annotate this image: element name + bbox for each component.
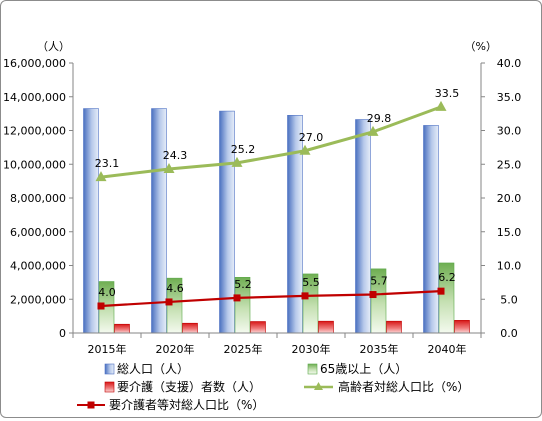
x-tick-label: 2015年 <box>88 342 127 356</box>
data-label-care-ratio: 4.0 <box>98 286 116 299</box>
right-tick-label: 25.0 <box>497 158 522 171</box>
bar-care-recipients <box>182 322 198 334</box>
legend-label-care-recipients: 要介護（支援）者数（人） <box>117 379 261 394</box>
legend-label-elderly-ratio: 高齢者対総人口比（%） <box>338 379 469 394</box>
data-label-care-ratio: 4.6 <box>166 282 184 295</box>
left-tick-label: 6,000,000 <box>10 226 66 239</box>
right-tick-label: 30.0 <box>497 125 522 138</box>
axes <box>69 62 485 338</box>
right-tick-label: 5.0 <box>500 293 518 306</box>
right-tick-label: 15.0 <box>497 226 522 239</box>
line-elderly-ratio <box>100 105 442 179</box>
bar-care-recipients <box>454 320 470 334</box>
point-care-ratio <box>301 292 309 300</box>
series-aged-65-plus <box>98 262 455 334</box>
data-label-elderly-ratio: 25.2 <box>231 143 256 156</box>
data-labels: 23.1 24.3 25.2 27.0 29.8 33.5 4.0 4.6 5.2 5.5 5.7 6… <box>95 87 460 299</box>
point-care-ratio <box>165 298 173 306</box>
x-tick-label: 2030年 <box>292 342 331 356</box>
left-axis-ticks: 0 2,000,000 4,000,000 6,000,000 8,000,000 10,… <box>3 57 66 340</box>
legend-swatch-total-population <box>104 363 115 375</box>
left-tick-label: 8,000,000 <box>10 192 66 205</box>
line-care-ratio <box>100 290 442 308</box>
legend-label-total-population: 総人口（人） <box>117 362 189 376</box>
left-tick-label: 0 <box>59 327 66 340</box>
legend-marker-care-ratio <box>87 401 95 409</box>
legend-label-aged-65-plus: 65歳以上（人） <box>320 362 407 376</box>
data-label-elderly-ratio: 29.8 <box>367 112 392 125</box>
legend-marker-elderly-ratio <box>314 382 323 390</box>
point-elderly-ratio <box>231 156 243 167</box>
x-tick-label: 2020年 <box>156 342 195 356</box>
point-care-ratio <box>233 294 241 302</box>
data-label-elderly-ratio: 23.1 <box>95 157 120 170</box>
left-tick-label: 12,000,000 <box>3 125 66 138</box>
point-care-ratio <box>97 302 105 310</box>
point-elderly-ratio <box>163 162 175 173</box>
point-care-ratio <box>437 287 445 295</box>
right-tick-label: 35.0 <box>497 91 522 104</box>
legend-item-care-recipients: 要介護（支援）者数（人） <box>104 379 261 394</box>
x-tick-label: 2025年 <box>224 342 263 356</box>
series-total-population <box>83 108 439 334</box>
left-axis-unit: （人） <box>37 40 70 53</box>
x-tick-label: 2035年 <box>360 342 399 356</box>
left-tick-label: 4,000,000 <box>10 260 66 273</box>
bar-total-population <box>83 108 99 334</box>
data-label-care-ratio: 5.7 <box>370 275 388 288</box>
line-series <box>95 100 447 310</box>
data-label-elderly-ratio: 27.0 <box>299 131 324 144</box>
bar-series <box>83 108 470 334</box>
data-label-care-ratio: 6.2 <box>438 271 456 284</box>
point-elderly-ratio <box>299 144 311 155</box>
legend: 総人口（人） 65歳以上（人） 要介護（支援）者数（人） 高齢者対総人口比（%）… <box>77 362 469 412</box>
point-elderly-ratio <box>95 171 107 182</box>
series-elderly-ratio <box>95 100 447 182</box>
point-elderly-ratio <box>367 125 379 136</box>
right-tick-label: 0.0 <box>500 327 518 340</box>
legend-swatch-care-recipients <box>104 381 115 393</box>
x-axis-ticks: 2015年 2020年 2025年 2030年 2035年 2040年 <box>88 342 467 356</box>
left-tick-label: 16,000,000 <box>3 57 66 70</box>
bar-care-recipients <box>386 320 402 334</box>
legend-item-care-ratio: 要介護者等対総人口比（%） <box>77 397 264 412</box>
point-elderly-ratio <box>435 100 447 111</box>
legend-swatch-aged-65-plus <box>307 363 318 375</box>
data-label-elderly-ratio: 24.3 <box>163 149 188 162</box>
legend-item-aged-65-plus: 65歳以上（人） <box>307 362 407 376</box>
bar-total-population <box>355 119 371 334</box>
right-tick-label: 40.0 <box>497 57 522 70</box>
series-care-recipients <box>114 320 470 334</box>
right-tick-label: 10.0 <box>497 260 522 273</box>
bar-total-population <box>423 125 439 334</box>
bar-total-population <box>287 115 303 334</box>
legend-label-care-ratio: 要介護者等対総人口比（%） <box>109 397 264 412</box>
bar-total-population <box>151 108 167 334</box>
right-axis-unit: （%） <box>465 40 497 53</box>
data-label-care-ratio: 5.5 <box>302 276 320 289</box>
data-label-elderly-ratio: 33.5 <box>435 87 460 100</box>
left-tick-label: 10,000,000 <box>3 158 66 171</box>
bar-care-recipients <box>318 320 334 334</box>
series-care-ratio <box>97 287 445 310</box>
x-tick-label: 2040年 <box>428 342 467 356</box>
legend-item-elderly-ratio: 高齢者対総人口比（%） <box>304 379 469 394</box>
right-tick-label: 20.0 <box>497 192 522 205</box>
point-care-ratio <box>369 291 377 299</box>
left-tick-label: 2,000,000 <box>10 293 66 306</box>
data-label-care-ratio: 5.2 <box>234 278 252 291</box>
right-axis-ticks: 0.0 5.0 10.0 15.0 20.0 25.0 30.0 35.0 40.0 <box>497 57 522 340</box>
legend-item-total-population: 総人口（人） <box>104 362 189 376</box>
bar-care-recipients <box>250 321 266 334</box>
bar-care-recipients <box>114 323 130 334</box>
left-tick-label: 14,000,000 <box>3 91 66 104</box>
